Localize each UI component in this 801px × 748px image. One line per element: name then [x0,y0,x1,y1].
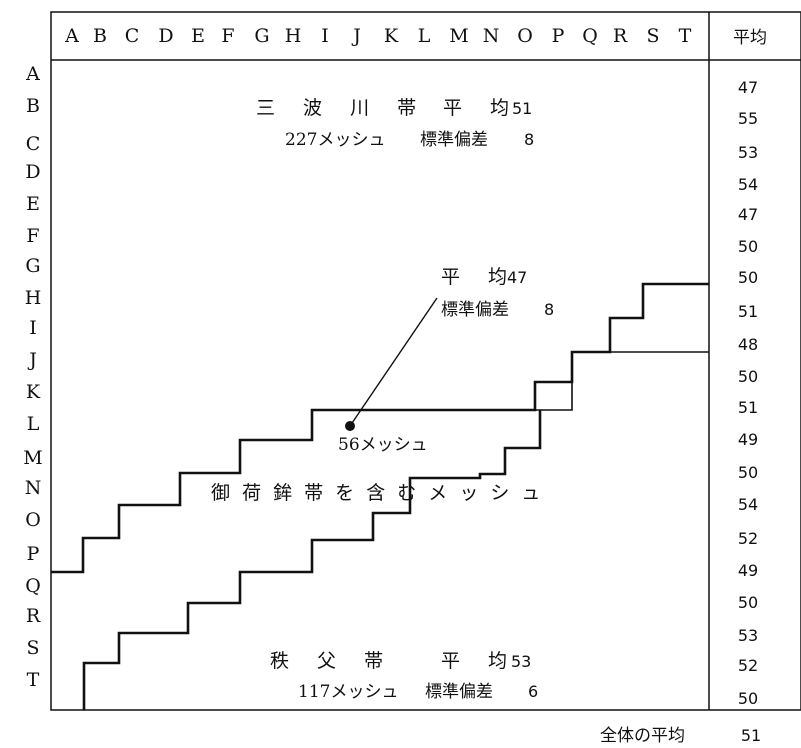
column-label-a: A [64,25,79,47]
sanbagawa-annotation: 三 波 川 帯 平 均 51 227メッシュ 標準偏差 8 [256,97,534,150]
average-value-row-o: 52 [738,529,758,548]
average-value-row-q: 50 [738,593,758,612]
row-label-e: E [26,193,40,215]
sanbagawa-avg-value: 51 [512,99,532,118]
average-header: 平均 [733,28,767,48]
average-value-row-d: 54 [738,175,758,194]
column-label-j: J [351,25,361,47]
mikabu-inner-boundary [535,351,709,411]
column-label-n: N [483,25,500,47]
row-label-s: S [26,637,39,659]
column-label-q: Q [582,25,598,47]
mikabu-title: 御 荷 鉾 帯 を 含 む メ ッ シ ュ [211,482,543,504]
sanbagawa-sd-value: 8 [524,130,534,149]
average-value-row-r: 53 [738,626,758,645]
chichibu-mesh: 117メッシュ [298,682,398,702]
row-label-k: K [26,381,41,403]
average-value-row-j: 50 [738,367,758,386]
row-label-r: R [26,605,41,627]
column-label-l: L [418,25,431,47]
average-value-row-s: 52 [738,656,758,675]
row-label-t: T [27,669,40,691]
row-label-l: L [27,413,40,435]
mikabu-avg-value: 47 [507,268,527,287]
pointer-line [349,297,438,427]
column-label-p: P [552,25,565,47]
column-label-o: O [517,25,533,47]
sanbagawa-sd-label: 標準偏差 [420,130,488,150]
average-value-row-n: 54 [738,495,758,514]
column-label-g: G [254,25,269,47]
mikabu-mesh: 56メッシュ [338,435,428,455]
column-label-k: K [384,25,399,47]
sanbagawa-title: 三 波 川 帯 [256,97,427,119]
mikabu-annotation: 平 均 47 標準偏差 8 56メッシュ 御 荷 鉾 帯 を 含 む メ ッ シ… [211,266,554,504]
column-label-h: H [285,25,302,47]
average-value-row-h: 51 [738,302,758,321]
chichibu-avg-value: 53 [511,652,531,671]
average-value-row-p: 49 [738,561,758,580]
chichibu-title: 秩 父 帯 [270,650,394,672]
row-label-j: J [27,349,37,371]
row-label-o: O [25,509,41,531]
row-label-c: C [26,133,41,155]
sanbagawa-avg-label: 平 均 [443,97,520,119]
overall-average-label: 全体の平均 [600,726,685,746]
column-label-c: C [125,25,140,47]
row-label-p: P [27,543,40,565]
column-label-m: M [449,25,468,47]
average-value-row-t: 50 [738,689,758,708]
average-value-row-m: 50 [738,463,758,482]
chichibu-avg-label: 平 均 [441,650,518,672]
grid-frame [50,11,801,711]
row-label-b: B [26,95,40,117]
mikabu-sd-label: 標準偏差 [441,300,509,320]
overall-average-value: 51 [741,726,761,745]
mikabu-chichibu-boundary [82,410,542,710]
mikabu-avg-label: 平 均 [441,266,518,288]
average-value-row-b: 55 [738,109,758,128]
average-value-row-a: 47 [738,78,758,97]
average-value-row-l: 49 [738,430,758,449]
row-label-f: F [26,225,39,247]
outer-border [50,11,801,711]
zone-boundaries [51,282,709,710]
average-value-row-k: 51 [738,398,758,417]
row-label-m: M [23,447,42,469]
row-label-g: G [25,255,40,277]
sanbagawa-mikabu-boundary [51,282,709,574]
column-label-f: F [221,25,234,47]
chichibu-annotation: 秩 父 帯 平 均 53 117メッシュ 標準偏差 6 [270,650,538,702]
row-label-d: D [25,161,40,183]
chichibu-sd-value: 6 [528,682,538,701]
column-label-e: E [191,25,205,47]
column-label-d: D [158,25,173,47]
average-value-row-g: 50 [738,268,758,287]
average-value-row-e: 47 [738,205,758,224]
average-values: 47 55 53 54 47 50 50 51 48 50 51 49 50 54 52 49 50 53 52 50 [738,78,758,708]
average-value-row-i: 48 [738,335,758,354]
row-label-n: N [25,477,42,499]
average-value-row-f: 50 [738,237,758,256]
column-label-b: B [93,25,107,47]
column-label-s: S [646,25,659,47]
row-label-a: A [25,63,40,85]
pointer-dot [345,421,355,431]
mikabu-sd-value: 8 [544,300,554,319]
row-label-i: I [29,317,37,339]
chichibu-sd-label: 標準偏差 [425,682,493,702]
column-label-i: I [321,25,329,47]
sanbagawa-mesh: 227メッシュ [285,130,385,150]
row-label-h: H [25,287,42,309]
column-label-r: R [613,25,628,47]
average-value-row-c: 53 [738,143,758,162]
column-label-t: T [679,25,692,47]
row-label-q: Q [25,575,41,597]
